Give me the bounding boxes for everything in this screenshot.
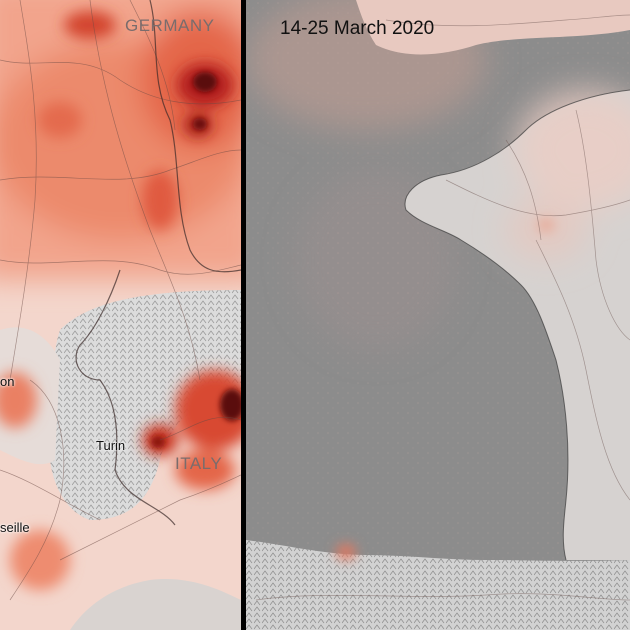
- right-map-panel: 14-25 March 2020: [246, 0, 630, 630]
- panel-divider: [241, 0, 246, 630]
- england-coast: [356, 0, 630, 55]
- country-borders: [75, 0, 241, 526]
- right-map-svg: [246, 0, 630, 630]
- left-map-panel: GERMANY ITALY Turin on seille: [0, 0, 241, 630]
- right-road-network: [255, 14, 630, 601]
- spain-land: [246, 540, 630, 630]
- right-coastline: [404, 89, 630, 561]
- no2-peaks: [151, 72, 241, 448]
- left-map-svg: [0, 0, 241, 630]
- road-network: [0, 0, 241, 601]
- right-hotspots: [336, 219, 554, 560]
- mediterranean-sea: [70, 579, 241, 630]
- no2-haze-north: [0, 0, 241, 280]
